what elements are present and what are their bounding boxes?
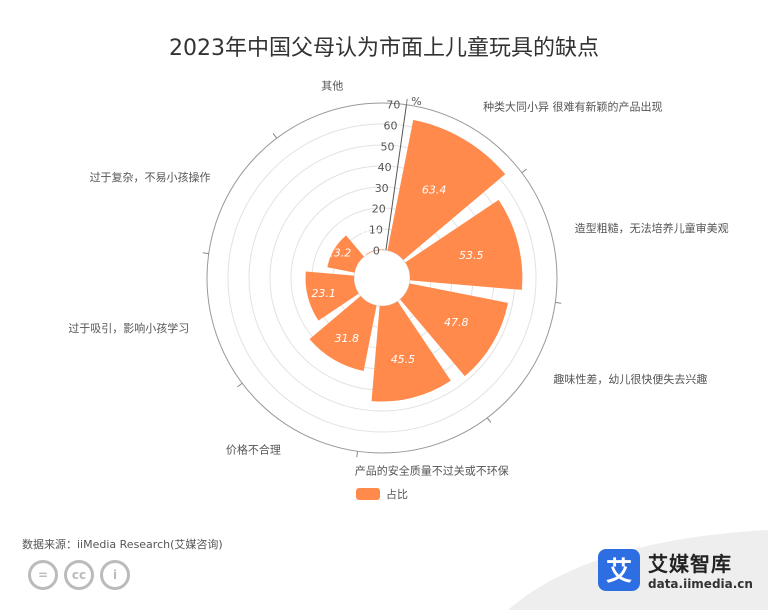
bar-5[interactable] [305,271,359,321]
value-label-0: 63.4 [422,184,447,197]
angle-tick [555,301,562,304]
equals-icon: = [28,560,58,590]
license-icons: = cc i [28,560,130,590]
grid-circle [353,249,411,307]
value-label-2: 47.8 [444,316,469,329]
legend-label: 占比 [386,488,408,501]
bar-4[interactable] [309,296,377,371]
category-label-2: 趣味性差，幼儿很快便失去兴趣 [553,372,707,386]
radial-unit-label: % [411,95,421,108]
person-icon: i [100,560,130,590]
bar-7[interactable] [366,249,385,255]
bar-2[interactable] [400,283,508,377]
category-label-4: 价格不合理 [226,442,281,456]
bar-1[interactable] [405,199,523,290]
value-label-3: 45.5 [391,353,416,366]
category-label-5: 过于吸引，影响小孩学习 [68,321,189,335]
grid-circle [227,123,537,433]
radial-tick-label: 10 [369,223,383,236]
bar-0[interactable] [387,119,506,260]
value-label-6: 13.2 [327,247,352,260]
radial-tick-label: 70 [386,99,400,112]
angle-tick [405,98,408,105]
value-label-4: 31.8 [335,332,360,345]
radial-tick-label: 40 [378,161,392,174]
category-label-1: 造型粗糙，无法培养儿童审美观 [575,221,729,235]
bar-6[interactable] [327,235,364,273]
angle-tick [486,417,492,423]
legend[interactable]: 占比 [356,486,408,502]
radial-tick-label: 50 [381,140,395,153]
legend-swatch [356,488,380,500]
bar-3[interactable] [371,301,451,402]
radial-tick-label: 30 [375,182,389,195]
angle-tick [237,382,243,388]
grid-circle [206,102,558,454]
radial-tick-label: 60 [383,120,397,133]
source-note: 数据来源：iiMedia Research(艾媒咨询) [22,538,223,551]
brand-logo: 艾 [598,548,640,591]
radial-tick-label: 20 [372,203,386,216]
category-label-6: 过于复杂，不易小孩操作 [90,170,211,184]
value-label-7: 0.3 [362,227,380,240]
radial-axis-line [385,104,407,251]
category-label-0: 种类大同小异 很难有新颖的产品出现 [483,100,663,114]
angle-tick [272,133,278,139]
cc-icon: cc [64,560,94,590]
value-label-1: 53.5 [459,249,484,262]
brand-name: 艾媒智库 [648,552,732,576]
angle-tick [521,168,527,174]
category-label-7: 其他 [321,79,343,92]
angle-tick [356,451,359,458]
value-label-5: 23.1 [311,287,336,300]
chart-title: 2023年中国父母认为市面上儿童玩具的缺点 [169,36,599,61]
brand-url: data.iimedia.cn [648,577,753,591]
brand: 艾 艾媒智库 data.iimedia.cn [598,548,753,591]
radial-tick-label: 0 [373,244,380,257]
category-label-3: 产品的安全质量不过关或不环保 [355,464,509,478]
angle-tick [202,252,209,255]
